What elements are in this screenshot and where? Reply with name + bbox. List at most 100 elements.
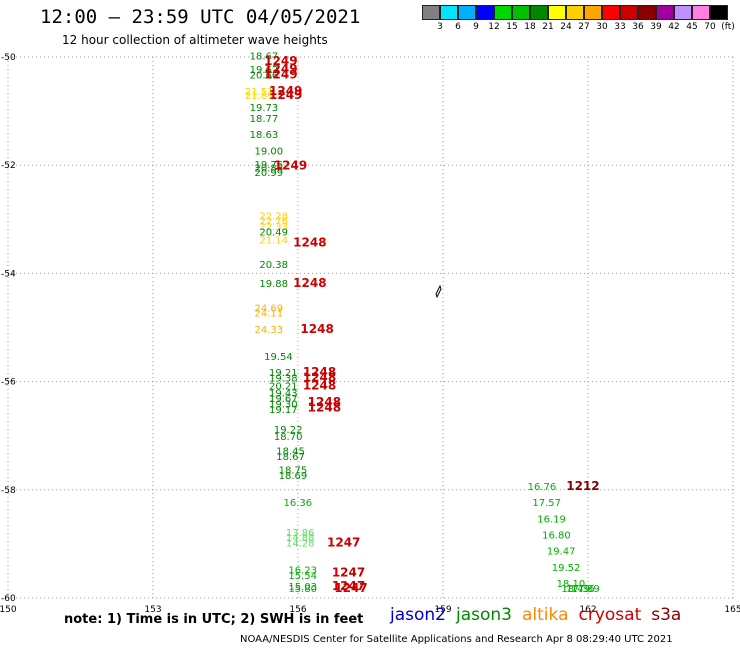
color-swatch bbox=[440, 5, 458, 20]
color-swatch bbox=[548, 5, 566, 20]
wave-height-label: 20.21 bbox=[269, 382, 298, 393]
color-scale-label: 39 bbox=[650, 22, 662, 32]
color-swatch bbox=[638, 5, 656, 20]
wave-height-label: 24.33 bbox=[255, 325, 284, 336]
y-tick-label: -56 bbox=[1, 378, 16, 388]
wave-height-label: 19.43 bbox=[269, 389, 298, 400]
wave-height-label: 18.75 bbox=[279, 466, 308, 477]
color-swatch bbox=[602, 5, 620, 20]
wave-height-label: 19.67 bbox=[269, 394, 298, 405]
wave-height-label: 16.36 bbox=[284, 498, 313, 509]
wave-height-label: 19.88 bbox=[259, 279, 288, 290]
pass-time-label: 1248 bbox=[308, 400, 341, 414]
wave-height-label: 19.76 bbox=[255, 160, 284, 171]
wave-height-label: 14.88 bbox=[286, 533, 315, 544]
pass-time-label: 1249 bbox=[274, 159, 307, 173]
wave-height-label: 18.77 bbox=[250, 114, 279, 125]
wave-height-label: 20.66 bbox=[250, 71, 279, 82]
x-tick-label: 165 bbox=[724, 605, 740, 615]
color-scale-label: 3 bbox=[437, 22, 443, 32]
x-tick-label: 156 bbox=[289, 605, 306, 615]
wave-height-label: 19.17 bbox=[269, 405, 298, 416]
wave-height-label: 22.33 bbox=[259, 222, 288, 233]
pass-time-label: 1249 bbox=[264, 68, 297, 82]
wave-height-label: 19.22 bbox=[274, 425, 303, 436]
color-scale-label: 12 bbox=[488, 22, 500, 32]
legend-entry-cryosat: cryosat bbox=[578, 605, 642, 625]
y-tick-label: -58 bbox=[1, 486, 16, 496]
footnote: note: 1) Time is in UTC; 2) SWH is in fe… bbox=[64, 612, 364, 627]
wave-height-label: 16.76 bbox=[528, 482, 557, 493]
wave-height-label: 15.54 bbox=[288, 571, 317, 582]
wave-height-label: 19.62 bbox=[250, 65, 279, 76]
pass-time-label: 1249 bbox=[269, 88, 302, 102]
color-scale-label: 70 bbox=[704, 22, 716, 32]
island-outline bbox=[435, 284, 442, 299]
y-tick-label: -60 bbox=[1, 594, 16, 604]
pass-time-label: 1212 bbox=[566, 479, 599, 493]
pass-time-label: 1248 bbox=[300, 322, 333, 336]
wave-height-label: 20.99 bbox=[255, 168, 284, 179]
credit-line: NOAA/NESDIS Center for Satellite Applica… bbox=[240, 634, 673, 645]
wave-height-label: 20.38 bbox=[259, 260, 288, 271]
color-swatch bbox=[458, 5, 476, 20]
wave-height-label: 15.80 bbox=[288, 584, 317, 595]
pass-time-label: 1249 bbox=[264, 54, 297, 68]
y-tick-label: -50 bbox=[1, 53, 16, 63]
data-labels: 18.67124919.6220.661249124921.5121.89124… bbox=[245, 52, 600, 595]
pass-time-label: 1247 bbox=[332, 565, 365, 579]
wave-height-label: 17.57 bbox=[532, 498, 561, 509]
color-scale-label: 9 bbox=[473, 22, 479, 32]
pass-time-label: 1249 bbox=[264, 62, 297, 76]
wave-height-label: 18.10 bbox=[557, 579, 586, 590]
wave-height-label: 14.28 bbox=[286, 539, 315, 550]
color-swatch bbox=[476, 5, 494, 20]
color-swatch bbox=[710, 5, 728, 20]
color-swatch bbox=[674, 5, 692, 20]
wave-height-label: 19.47 bbox=[547, 547, 576, 558]
color-swatch bbox=[620, 5, 638, 20]
wave-height-label: 18.49 bbox=[561, 584, 590, 595]
pass-time-label: 1249 bbox=[269, 84, 302, 98]
pass-time-label: 1247 bbox=[332, 579, 365, 593]
color-scale-label: 21 bbox=[542, 22, 554, 32]
color-scale-label: 30 bbox=[596, 22, 608, 32]
color-scale-label: 27 bbox=[578, 22, 590, 32]
pass-time-label: 1247 bbox=[327, 536, 360, 550]
color-swatch bbox=[566, 5, 584, 20]
legend-entry-jason3: jason3 bbox=[456, 605, 512, 625]
wave-height-label: 18.67 bbox=[276, 452, 305, 463]
pass-time-label: 1248 bbox=[303, 379, 336, 393]
wave-height-label: 19.38 bbox=[269, 374, 298, 385]
wave-height-label: 22.28 bbox=[259, 211, 288, 222]
wave-height-label: 17.39 bbox=[571, 584, 600, 595]
color-scale-label: 42 bbox=[668, 22, 680, 32]
wave-height-label: 18.70 bbox=[274, 432, 303, 443]
color-scale-label: 33 bbox=[614, 22, 626, 32]
color-swatch bbox=[494, 5, 512, 20]
wave-height-label: 20.86 bbox=[255, 164, 284, 175]
wave-height-label: 19.00 bbox=[255, 146, 284, 157]
x-tick-label: 162 bbox=[579, 605, 596, 615]
legend-entry-s3a: s3a bbox=[651, 605, 682, 625]
color-scale-bar bbox=[422, 5, 728, 20]
wave-height-label: 19.73 bbox=[250, 103, 279, 114]
wave-height-label: 16.19 bbox=[537, 514, 566, 525]
legend-entry-jason2: jason2 bbox=[390, 605, 446, 625]
pass-time-label: 1248 bbox=[293, 235, 326, 249]
pass-time-label: 1248 bbox=[303, 365, 336, 379]
wave-height-label: 17.36 bbox=[566, 584, 595, 595]
pass-time-label: 1248 bbox=[308, 395, 341, 409]
color-swatch bbox=[530, 5, 548, 20]
color-swatch bbox=[584, 5, 602, 20]
land-outline bbox=[435, 284, 442, 299]
wave-height-label: 16.80 bbox=[542, 530, 571, 541]
pass-time-label: 1247 bbox=[334, 581, 367, 595]
wave-height-label: 24.69 bbox=[255, 303, 284, 314]
wave-height-label: 22.76 bbox=[259, 217, 288, 228]
x-tick-label: 153 bbox=[144, 605, 161, 615]
wave-height-label: 19.54 bbox=[264, 352, 293, 363]
color-scale-label: 36 bbox=[632, 22, 644, 32]
y-tick-label: -52 bbox=[1, 161, 16, 171]
